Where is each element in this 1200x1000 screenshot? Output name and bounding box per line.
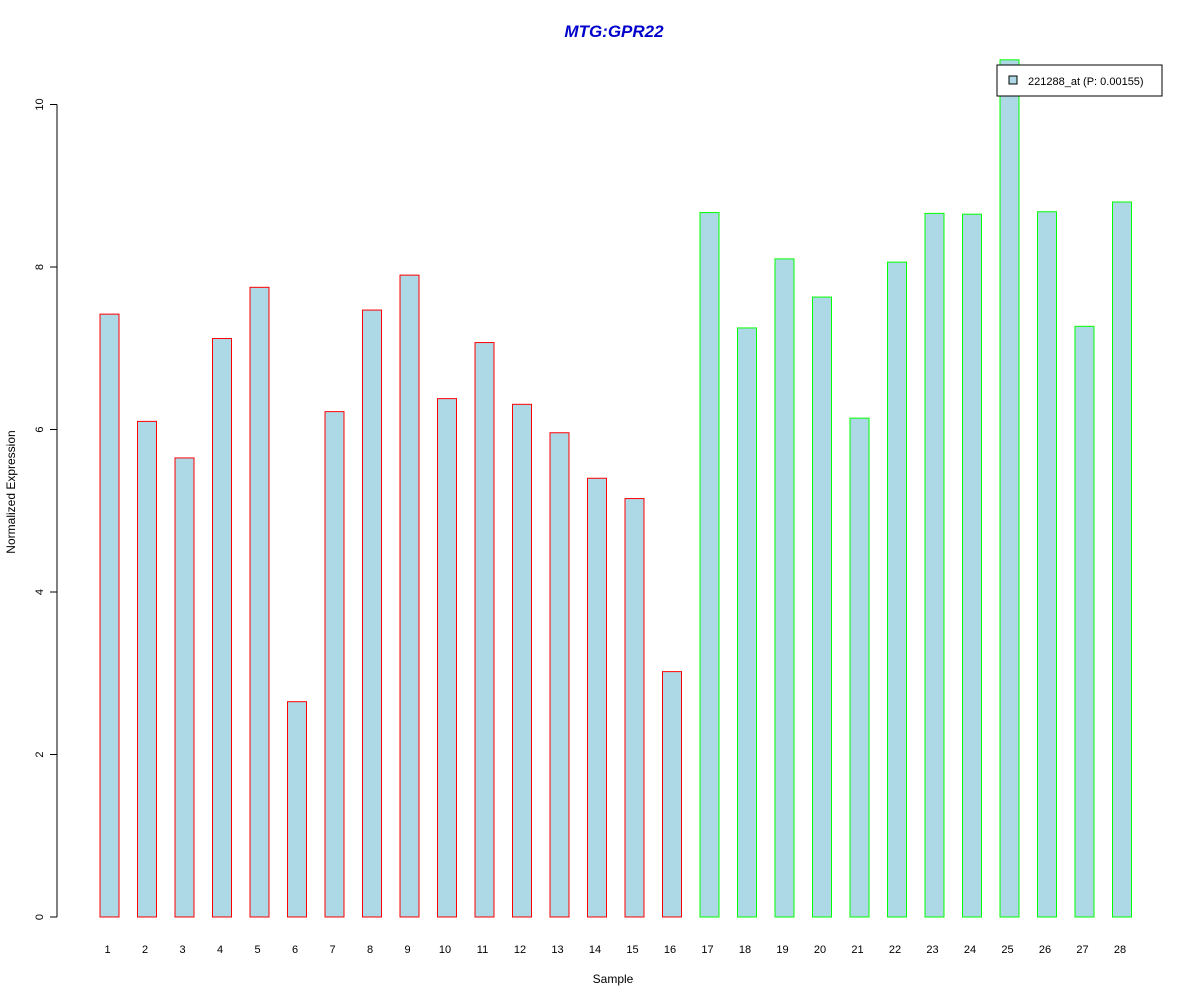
x-tick-label-2: 2	[142, 944, 148, 956]
bar-sample-25	[999, 59, 1020, 918]
bar-sample-26	[1037, 211, 1057, 918]
legend-swatch	[1008, 75, 1018, 85]
legend-box	[996, 64, 1163, 97]
bar-sample-9	[399, 274, 420, 918]
x-tick-label-16: 16	[664, 944, 676, 956]
y-tick-label: 10	[34, 98, 46, 110]
bar-sample-7	[324, 411, 345, 918]
x-tick-label-3: 3	[179, 944, 185, 956]
bar-sample-6	[287, 701, 307, 918]
bar-sample-3	[174, 457, 195, 918]
bar-sample-24	[962, 213, 982, 918]
x-tick-label-26: 26	[1039, 944, 1051, 956]
x-tick-labels: 1 2 3 4 5 6 7 8 9 10 11 12 13 14 15 16 17 18 19 20 21 22 23 24 2…	[104, 944, 1126, 956]
x-tick-label-17: 17	[701, 944, 713, 956]
y-tick-label: 2	[34, 751, 46, 757]
bar-sample-13	[549, 432, 570, 918]
bar-sample-19	[774, 258, 795, 918]
x-tick-label-15: 15	[626, 944, 638, 956]
bar-sample-4	[212, 338, 232, 918]
x-tick-label-14: 14	[589, 944, 601, 956]
bar-series	[99, 59, 1132, 918]
legend: 221288_at (P: 0.00155)	[996, 64, 1163, 97]
bar-sample-11	[474, 342, 495, 918]
x-tick-label-9: 9	[404, 944, 410, 956]
bar-sample-14	[587, 477, 607, 918]
x-tick-label-11: 11	[477, 944, 488, 956]
x-tick-label-22: 22	[889, 944, 901, 956]
bar-sample-18	[737, 327, 757, 918]
x-tick-label-1: 1	[104, 944, 110, 956]
bar-sample-27	[1074, 325, 1095, 918]
x-tick-label-19: 19	[776, 944, 788, 956]
bar-sample-16	[662, 671, 682, 918]
y-tick-label: 4	[34, 589, 46, 595]
x-tick-label-23: 23	[926, 944, 938, 956]
bar-sample-21	[849, 417, 870, 918]
x-tick-label-7: 7	[329, 944, 335, 956]
x-tick-label-25: 25	[1001, 944, 1013, 956]
x-tick-label-8: 8	[367, 944, 373, 956]
bar-sample-23	[924, 212, 945, 918]
y-tick-label: 8	[34, 264, 46, 270]
x-tick-label-13: 13	[551, 944, 563, 956]
x-tick-label-6: 6	[292, 944, 298, 956]
x-tick-label-12: 12	[514, 944, 526, 956]
x-tick-label-18: 18	[739, 944, 751, 956]
y-tick-label: 0	[34, 914, 46, 920]
x-axis-label: Sample	[593, 972, 634, 986]
x-tick-label-28: 28	[1114, 944, 1126, 956]
bar-sample-12	[512, 403, 532, 918]
x-tick-label-27: 27	[1076, 944, 1088, 956]
bar-sample-1	[99, 313, 120, 918]
bar-sample-8	[362, 309, 382, 918]
x-tick-label-5: 5	[254, 944, 260, 956]
bar-sample-17	[699, 212, 720, 918]
bar-sample-15	[624, 498, 645, 918]
x-tick-label-21: 21	[851, 944, 863, 956]
x-tick-label-4: 4	[217, 944, 223, 956]
bar-sample-5	[249, 286, 270, 918]
x-tick-label-10: 10	[439, 944, 451, 956]
x-tick-label-20: 20	[814, 944, 826, 956]
y-tick-label: 6	[34, 426, 46, 432]
bar-sample-22	[887, 261, 907, 918]
bar-sample-10	[437, 398, 457, 918]
legend-label: 221288_at (P: 0.00155)	[1028, 76, 1144, 88]
bar-sample-20	[812, 296, 832, 918]
bar-sample-28	[1112, 201, 1132, 918]
x-tick-label-24: 24	[964, 944, 976, 956]
y-axis-label: Normalized Expression	[4, 430, 18, 553]
chart-title: MTG:GPR22	[564, 22, 664, 41]
y-axis: 0 2 4 6 8 10	[34, 98, 58, 920]
bar-sample-2	[137, 420, 157, 918]
